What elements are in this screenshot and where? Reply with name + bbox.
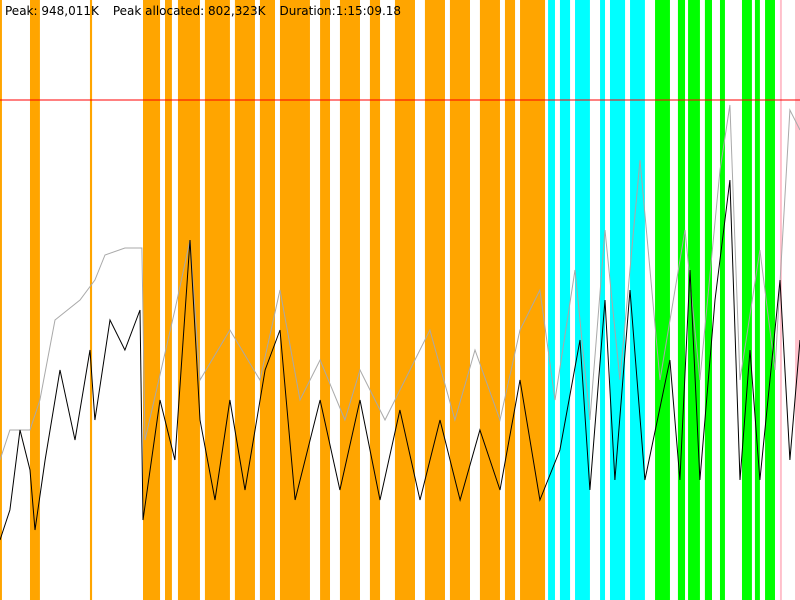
- orange-event-band: [339, 0, 360, 600]
- cyan-event-band: [600, 0, 606, 600]
- series-lines: [0, 99, 800, 541]
- orange-event-band: [424, 0, 445, 600]
- orange-event-band: [204, 0, 230, 600]
- orange-event-band: [177, 0, 200, 600]
- peak-label: Peak: 948,011K: [5, 4, 99, 18]
- green-event-band: [655, 0, 670, 600]
- orange-event-band: [259, 0, 276, 600]
- green-event-band: [754, 0, 760, 600]
- peak-allocated-label: Peak allocated: 802,323K: [112, 4, 266, 18]
- orange-event-band: [29, 0, 40, 600]
- orange-event-band: [234, 0, 255, 600]
- duration-label: Duration:1:15:09.18: [279, 4, 402, 18]
- orange-event-band: [89, 0, 93, 600]
- allocated-series-line: [0, 179, 800, 541]
- stats-header: Peak: 948,011K Peak allocated: 802,323K Du…: [5, 4, 415, 18]
- pink-event-band: [795, 0, 800, 600]
- green-event-band: [688, 0, 700, 600]
- orange-event-band: [0, 0, 2, 600]
- orange-event-band: [394, 0, 415, 600]
- green-event-band: [741, 0, 752, 600]
- green-event-band: [765, 0, 775, 600]
- cyan-event-band: [575, 0, 590, 600]
- orange-event-band: [279, 0, 310, 600]
- orange-event-band: [165, 0, 172, 600]
- orange-event-band: [479, 0, 500, 600]
- cyan-event-band: [630, 0, 645, 600]
- green-event-band: [677, 0, 686, 600]
- orange-event-band: [369, 0, 381, 600]
- green-event-band: [719, 0, 725, 600]
- orange-event-band: [504, 0, 516, 600]
- orange-event-band: [449, 0, 470, 600]
- orange-event-band: [320, 0, 331, 600]
- green-event-band: [704, 0, 712, 600]
- cyan-event-band: [548, 0, 555, 600]
- total-series-line: [0, 104, 800, 461]
- orange-event-band: [143, 0, 161, 600]
- cyan-event-band: [559, 0, 571, 600]
